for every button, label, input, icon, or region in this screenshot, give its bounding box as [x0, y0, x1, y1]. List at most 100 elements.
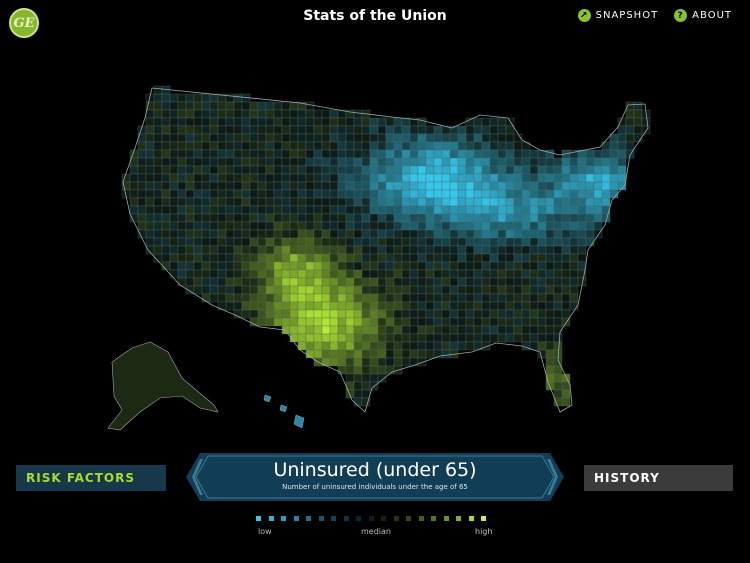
county-cell[interactable]: [289, 133, 299, 143]
county-cell[interactable]: [265, 133, 275, 143]
county-cell[interactable]: [337, 189, 347, 199]
county-cell[interactable]: [257, 197, 267, 207]
county-cell[interactable]: [561, 173, 571, 183]
county-cell[interactable]: [289, 109, 299, 119]
county-cell[interactable]: [457, 173, 467, 183]
county-cell[interactable]: [289, 141, 299, 151]
county-cell[interactable]: [497, 261, 507, 271]
county-cell[interactable]: [249, 117, 259, 127]
county-cell[interactable]: [577, 229, 587, 239]
county-cell[interactable]: [249, 301, 259, 311]
county-cell[interactable]: [257, 285, 267, 295]
county-cell[interactable]: [521, 229, 531, 239]
county-cell[interactable]: [217, 109, 227, 119]
county-cell[interactable]: [361, 149, 371, 159]
county-cell[interactable]: [369, 125, 379, 135]
county-cell[interactable]: [217, 301, 227, 311]
county-cell[interactable]: [337, 253, 347, 263]
county-cell[interactable]: [185, 237, 195, 247]
county-cell[interactable]: [489, 125, 499, 135]
county-cell[interactable]: [449, 181, 459, 191]
county-cell[interactable]: [377, 317, 387, 327]
county-cell[interactable]: [545, 341, 555, 351]
county-cell[interactable]: [169, 237, 179, 247]
county-cell[interactable]: [161, 125, 171, 135]
county-cell[interactable]: [345, 141, 355, 151]
county-cell[interactable]: [561, 157, 571, 167]
county-cell[interactable]: [353, 365, 363, 375]
county-cell[interactable]: [177, 269, 187, 279]
county-cell[interactable]: [337, 213, 347, 223]
county-cell[interactable]: [529, 333, 539, 343]
county-cell[interactable]: [577, 253, 587, 263]
county-cell[interactable]: [369, 245, 379, 255]
county-cell[interactable]: [505, 317, 515, 327]
county-cell[interactable]: [353, 141, 363, 151]
county-cell[interactable]: [433, 157, 443, 167]
county-cell[interactable]: [209, 93, 219, 103]
county-cell[interactable]: [169, 133, 179, 143]
county-cell[interactable]: [433, 309, 443, 319]
county-cell[interactable]: [569, 285, 579, 295]
county-cell[interactable]: [449, 197, 459, 207]
county-cell[interactable]: [569, 293, 579, 303]
county-cell[interactable]: [481, 293, 491, 303]
county-cell[interactable]: [225, 237, 235, 247]
ge-logo[interactable]: GE: [9, 8, 39, 38]
county-cell[interactable]: [217, 165, 227, 175]
county-cell[interactable]: [585, 157, 595, 167]
county-cell[interactable]: [233, 253, 243, 263]
county-cell[interactable]: [337, 317, 347, 327]
county-cell[interactable]: [481, 181, 491, 191]
county-cell[interactable]: [185, 117, 195, 127]
county-cell[interactable]: [321, 213, 331, 223]
county-cell[interactable]: [249, 277, 259, 287]
county-cell[interactable]: [505, 261, 515, 271]
county-cell[interactable]: [313, 133, 323, 143]
county-cell[interactable]: [137, 157, 147, 167]
county-cell[interactable]: [545, 213, 555, 223]
county-cell[interactable]: [617, 141, 627, 151]
county-cell[interactable]: [345, 165, 355, 175]
county-cell[interactable]: [521, 317, 531, 327]
county-cell[interactable]: [481, 165, 491, 175]
county-cell[interactable]: [337, 245, 347, 255]
county-cell[interactable]: [193, 133, 203, 143]
county-cell[interactable]: [233, 197, 243, 207]
county-cell[interactable]: [313, 349, 323, 359]
county-cell[interactable]: [441, 341, 451, 351]
county-cell[interactable]: [409, 341, 419, 351]
county-cell[interactable]: [473, 149, 483, 159]
county-cell[interactable]: [385, 293, 395, 303]
county-cell[interactable]: [185, 213, 195, 223]
county-cell[interactable]: [337, 349, 347, 359]
county-cell[interactable]: [393, 341, 403, 351]
county-cell[interactable]: [353, 325, 363, 335]
county-cell[interactable]: [217, 285, 227, 295]
county-cell[interactable]: [305, 181, 315, 191]
county-cell[interactable]: [425, 213, 435, 223]
county-cell[interactable]: [553, 301, 563, 311]
county-cell[interactable]: [457, 197, 467, 207]
county-cell[interactable]: [441, 333, 451, 343]
county-cell[interactable]: [409, 333, 419, 343]
county-cell[interactable]: [441, 205, 451, 215]
county-cell[interactable]: [273, 141, 283, 151]
county-cell[interactable]: [329, 301, 339, 311]
county-cell[interactable]: [409, 285, 419, 295]
county-cell[interactable]: [273, 229, 283, 239]
county-cell[interactable]: [305, 125, 315, 135]
county-cell[interactable]: [201, 261, 211, 271]
county-cell[interactable]: [257, 125, 267, 135]
county-cell[interactable]: [273, 317, 283, 327]
county-cell[interactable]: [561, 317, 571, 327]
county-cell[interactable]: [129, 189, 139, 199]
county-cell[interactable]: [177, 213, 187, 223]
county-cell[interactable]: [321, 301, 331, 311]
county-cell[interactable]: [385, 341, 395, 351]
county-cell[interactable]: [305, 253, 315, 263]
county-cell[interactable]: [265, 293, 275, 303]
county-cell[interactable]: [377, 277, 387, 287]
county-cell[interactable]: [273, 213, 283, 223]
county-cell[interactable]: [521, 197, 531, 207]
